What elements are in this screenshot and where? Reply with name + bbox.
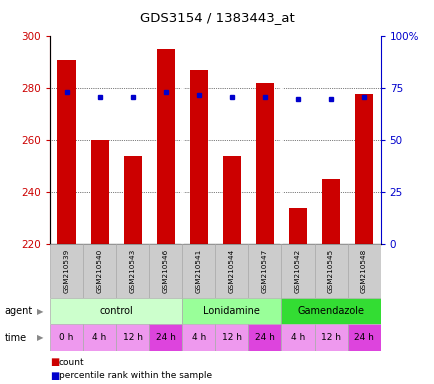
- Bar: [182, 244, 215, 298]
- Bar: [83, 244, 116, 298]
- Bar: [182, 298, 281, 324]
- Bar: [281, 324, 314, 351]
- Text: 24 h: 24 h: [353, 333, 373, 343]
- Bar: [222, 156, 240, 244]
- Text: 24 h: 24 h: [254, 333, 274, 343]
- Bar: [83, 324, 116, 351]
- Bar: [347, 244, 380, 298]
- Text: count: count: [59, 358, 84, 367]
- Bar: [215, 244, 248, 298]
- Bar: [255, 83, 273, 244]
- Text: 0 h: 0 h: [59, 333, 74, 343]
- Bar: [90, 140, 108, 244]
- Text: GSM210547: GSM210547: [261, 248, 267, 293]
- Text: 12 h: 12 h: [221, 333, 241, 343]
- Text: time: time: [4, 333, 26, 343]
- Text: control: control: [99, 306, 133, 316]
- Bar: [189, 70, 207, 244]
- Text: 4 h: 4 h: [290, 333, 304, 343]
- Bar: [354, 94, 372, 244]
- Bar: [156, 50, 174, 244]
- Text: percentile rank within the sample: percentile rank within the sample: [59, 371, 211, 380]
- Text: GSM210546: GSM210546: [162, 248, 168, 293]
- Text: 4 h: 4 h: [191, 333, 205, 343]
- Text: ■: ■: [50, 371, 59, 381]
- Bar: [57, 60, 76, 244]
- Text: GSM210539: GSM210539: [63, 248, 69, 293]
- Bar: [281, 244, 314, 298]
- Bar: [248, 244, 281, 298]
- Text: GSM210542: GSM210542: [294, 248, 300, 293]
- Text: 12 h: 12 h: [122, 333, 142, 343]
- Bar: [182, 324, 215, 351]
- Bar: [248, 324, 281, 351]
- Bar: [149, 324, 182, 351]
- Bar: [50, 298, 182, 324]
- Text: GSM210541: GSM210541: [195, 248, 201, 293]
- Bar: [314, 244, 347, 298]
- Text: 24 h: 24 h: [155, 333, 175, 343]
- Text: GDS3154 / 1383443_at: GDS3154 / 1383443_at: [140, 12, 294, 25]
- Bar: [149, 244, 182, 298]
- Bar: [50, 244, 83, 298]
- Text: 12 h: 12 h: [320, 333, 340, 343]
- Bar: [281, 298, 380, 324]
- Bar: [314, 324, 347, 351]
- Text: GSM210543: GSM210543: [129, 248, 135, 293]
- Text: ■: ■: [50, 358, 59, 367]
- Text: 4 h: 4 h: [92, 333, 106, 343]
- Text: GSM210540: GSM210540: [96, 248, 102, 293]
- Text: ▶: ▶: [37, 333, 43, 343]
- Bar: [123, 156, 141, 244]
- Bar: [288, 208, 306, 244]
- Text: GSM210548: GSM210548: [360, 248, 366, 293]
- Bar: [116, 324, 149, 351]
- Text: ▶: ▶: [37, 306, 43, 316]
- Bar: [347, 324, 380, 351]
- Text: Lonidamine: Lonidamine: [203, 306, 260, 316]
- Text: agent: agent: [4, 306, 33, 316]
- Bar: [50, 324, 83, 351]
- Text: Gamendazole: Gamendazole: [297, 306, 364, 316]
- Text: GSM210545: GSM210545: [327, 248, 333, 293]
- Bar: [321, 179, 339, 244]
- Text: GSM210544: GSM210544: [228, 248, 234, 293]
- Bar: [215, 324, 248, 351]
- Bar: [116, 244, 149, 298]
